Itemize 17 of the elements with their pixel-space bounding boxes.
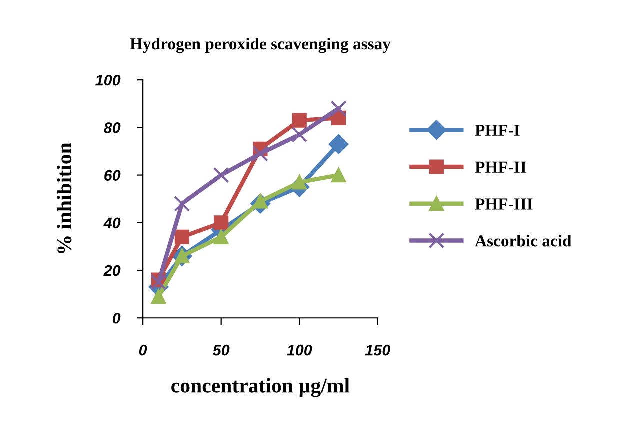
legend-label: Ascorbic acid [475,235,572,247]
y-tick-label: 0 [112,312,121,324]
y-tick-label: 80 [104,122,121,134]
x-tick-label: 100 [287,344,312,356]
legend-label: PHF-II [475,162,526,173]
legend-label: PHF-I [475,125,520,136]
y-tick-label: 40 [104,218,121,229]
x-tick-label: 50 [212,344,230,356]
y-axis-title: % inhibition [57,142,72,254]
legend-label: PHF-III [475,198,533,210]
x-tick-label: 150 [365,344,390,356]
y-tick-label: 60 [104,170,121,181]
x-tick-label: 0 [139,344,148,356]
chart-title: Hydrogen peroxide scavenging assay [130,38,391,54]
y-tick-label: 100 [96,74,121,86]
x-axis-title: concentration µg/ml [172,378,350,398]
y-tick-label: 20 [104,265,121,276]
